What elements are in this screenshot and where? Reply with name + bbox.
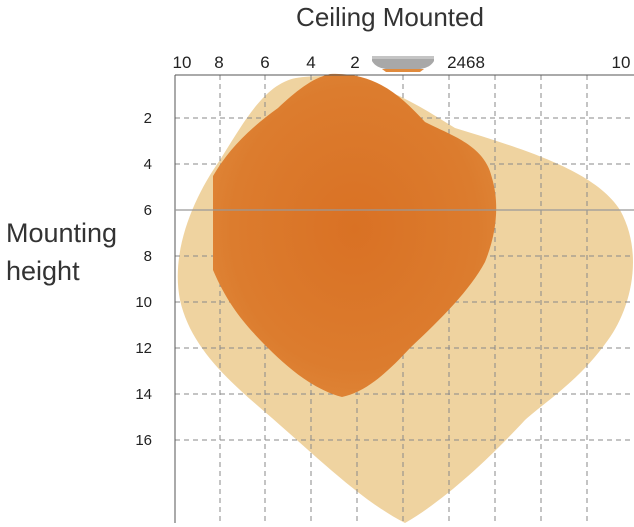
y-tick-label: 12 — [135, 340, 152, 357]
x-tick-label: 2468 — [447, 53, 485, 72]
y-tick-label: 14 — [135, 386, 152, 403]
mounting-height-label-line2: height — [6, 256, 80, 286]
inner-coverage-zone — [213, 73, 497, 397]
x-tick-labels: 10 8 6 4 2 2468 10 — [173, 53, 631, 72]
y-tick-label: 4 — [144, 156, 152, 173]
ceiling-fixture-icon — [372, 56, 434, 72]
y-tick-label: 8 — [144, 248, 152, 265]
x-tick-label: 8 — [214, 53, 223, 72]
x-tick-label: 4 — [306, 53, 315, 72]
x-tick-label: 6 — [260, 53, 269, 72]
x-tick-label: 2 — [350, 53, 359, 72]
y-tick-label: 10 — [135, 294, 152, 311]
x-tick-label: 10 — [173, 53, 192, 72]
diagram-title: Ceiling Mounted — [296, 2, 484, 32]
y-tick-labels: 2 4 6 8 10 12 14 16 — [135, 110, 152, 449]
mounting-height-label-line1: Mounting — [6, 218, 118, 248]
y-tick-label: 2 — [144, 110, 152, 127]
x-tick-label: 10 — [612, 53, 631, 72]
mounting-height-label: Mounting height — [6, 214, 117, 290]
y-tick-label: 6 — [144, 202, 152, 219]
y-tick-label: 16 — [135, 432, 152, 449]
